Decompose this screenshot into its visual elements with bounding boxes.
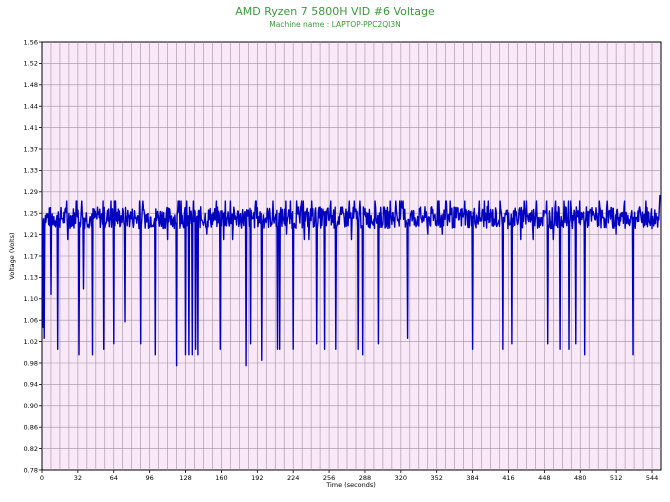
y-tick-label: 1.21	[24, 231, 38, 239]
y-tick-label: 1.25	[24, 210, 38, 218]
x-tick-label: 256	[323, 474, 335, 482]
y-tick-label: 0.90	[24, 402, 38, 410]
y-tick-label: 0.86	[24, 424, 38, 432]
x-tick-label: 224	[287, 474, 299, 482]
x-tick-label: 320	[395, 474, 407, 482]
x-tick-label: 160	[215, 474, 227, 482]
y-tick-label: 1.17	[24, 252, 38, 260]
x-axis-label: Time (seconds)	[325, 481, 376, 489]
y-tick-label: 1.29	[24, 188, 38, 196]
y-tick-label: 0.78	[24, 466, 38, 474]
x-tick-label: 384	[466, 474, 478, 482]
x-tick-label: 288	[359, 474, 371, 482]
x-tick-label: 352	[431, 474, 443, 482]
chart-title: AMD Ryzen 7 5800H VID #6 Voltage	[235, 5, 435, 18]
series-line-vid6-voltage	[41, 194, 661, 367]
y-tick-label: 1.48	[24, 81, 38, 89]
y-tick-label: 1.52	[24, 60, 38, 68]
x-tick-label: 64	[110, 474, 118, 482]
x-tick-label: 128	[179, 474, 191, 482]
x-tick-label: 416	[502, 474, 514, 482]
y-tick-label: 1.10	[24, 295, 38, 303]
x-tick-label: 448	[538, 474, 550, 482]
y-tick-label: 0.94	[24, 381, 38, 389]
x-tick-label: 512	[610, 474, 622, 482]
x-tick-label: 544	[646, 474, 658, 482]
grid-lines	[42, 42, 661, 470]
y-tick-label: 0.98	[24, 359, 38, 367]
y-tick-label: 1.41	[24, 124, 38, 132]
x-tick-label: 480	[574, 474, 586, 482]
y-tick-label: 1.44	[24, 103, 38, 111]
y-tick-label: 1.37	[24, 145, 38, 153]
x-tick-label: 192	[251, 474, 263, 482]
y-tick-label: 1.06	[24, 317, 38, 325]
x-tick-label: 0	[40, 474, 44, 482]
y-tick-label: 1.56	[24, 38, 38, 46]
x-axis-ticks: 0 32 64 96 128 160 192 224 256 288 320 352 384 416 448…	[40, 470, 658, 482]
y-axis-ticks: 0.78 0.82 0.86 0.90 0.94 0.98 1.02 1.06 1.10 1.13…	[24, 38, 42, 474]
y-tick-label: 1.02	[24, 338, 38, 346]
x-tick-label: 32	[74, 474, 82, 482]
x-tick-label: 96	[146, 474, 154, 482]
y-tick-label: 1.33	[24, 167, 38, 175]
y-tick-label: 1.13	[24, 274, 38, 282]
y-axis-label: Voltage (Volts)	[8, 232, 16, 279]
chart-subtitle: Machine name : LAPTOP-PPC2QI3N	[269, 20, 401, 29]
y-tick-label: 0.82	[24, 445, 38, 453]
